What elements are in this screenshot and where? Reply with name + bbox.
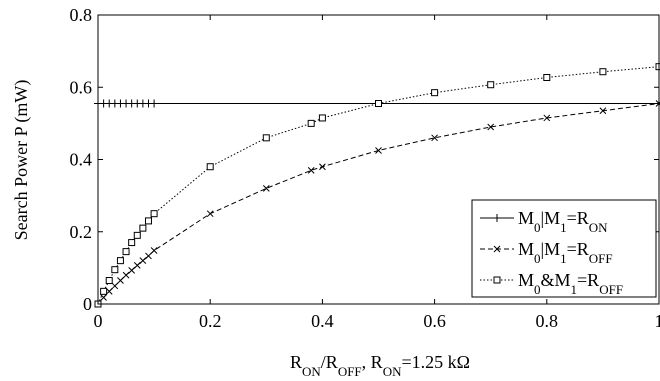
x-tick-label: 0.6	[423, 311, 446, 331]
marker	[599, 68, 607, 76]
marker	[318, 114, 326, 122]
x-tick-label: 0	[94, 311, 103, 331]
marker	[150, 247, 158, 254]
marker	[487, 123, 495, 131]
marker	[111, 282, 119, 290]
marker	[139, 224, 147, 232]
marker	[105, 288, 113, 295]
marker	[599, 107, 607, 115]
marker	[262, 185, 270, 192]
x-tick-label: 0.4	[311, 311, 334, 331]
marker	[150, 99, 159, 108]
marker	[431, 89, 439, 97]
x-tick-label: 0.2	[199, 311, 222, 331]
marker	[307, 119, 315, 127]
marker	[111, 266, 119, 274]
marker	[487, 81, 495, 89]
legend-marker	[493, 245, 501, 253]
legend-marker	[493, 276, 501, 284]
marker	[105, 277, 113, 285]
marker	[122, 271, 130, 279]
marker	[128, 267, 136, 274]
marker	[133, 231, 141, 239]
plot-frame	[97, 14, 660, 305]
marker	[145, 252, 152, 260]
marker	[116, 257, 124, 265]
marker	[100, 287, 108, 295]
y-tick-label: 0.2	[70, 222, 93, 242]
y-tick-label: 0.8	[70, 5, 93, 25]
marker	[100, 294, 107, 301]
marker	[431, 134, 438, 142]
y-tick-label: 0.4	[70, 150, 93, 170]
marker	[206, 210, 214, 218]
marker	[307, 166, 315, 174]
y-tick-label: 0	[83, 294, 92, 314]
marker	[262, 134, 270, 142]
legend-box	[471, 199, 657, 298]
marker	[133, 261, 141, 269]
x-tick-label: 1	[655, 311, 660, 331]
marker	[139, 257, 147, 265]
y-axis-label: Search Power P (mW)	[11, 80, 32, 241]
legend-marker	[493, 214, 501, 222]
marker	[122, 248, 130, 256]
x-tick-label: 0.8	[536, 311, 559, 331]
x-axis-label: RON/ROFF, RON=1.25 kΩ	[290, 352, 470, 379]
marker	[117, 277, 124, 284]
marker	[319, 163, 326, 171]
marker	[375, 100, 382, 108]
marker	[206, 163, 214, 171]
y-tick-label: 0.6	[70, 77, 93, 97]
marker	[128, 239, 136, 247]
series-line	[97, 66, 660, 305]
marker	[144, 217, 152, 225]
marker	[150, 210, 158, 218]
marker	[543, 73, 551, 81]
marker	[543, 114, 551, 122]
marker	[375, 147, 382, 154]
